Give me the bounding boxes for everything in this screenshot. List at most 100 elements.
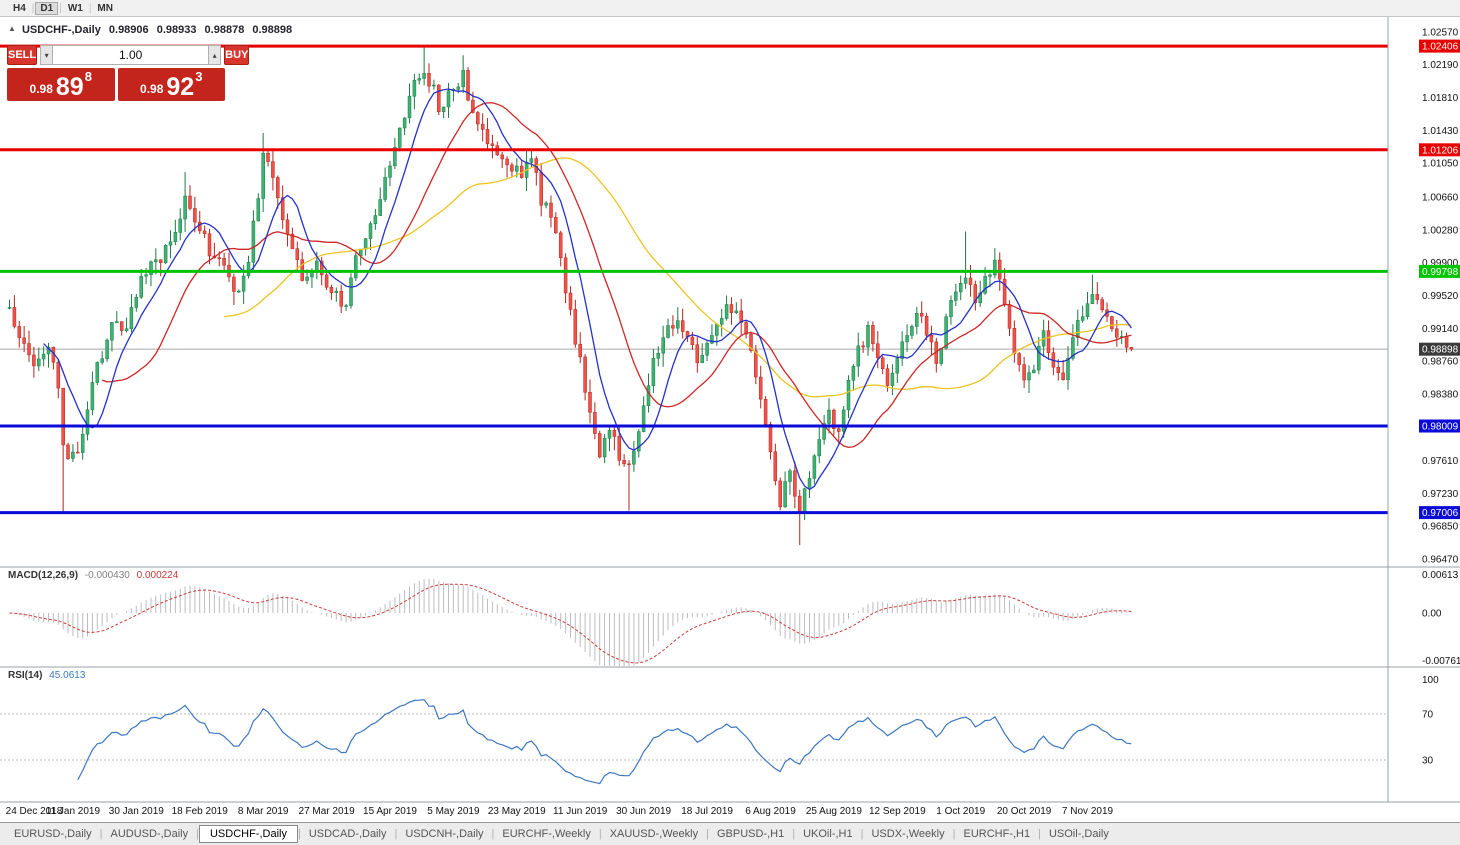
price-tick-label: 1.01050 xyxy=(1422,159,1459,170)
date-label: 23 May 2019 xyxy=(488,806,546,817)
date-label: 18 Feb 2019 xyxy=(172,806,229,817)
timeframe-button-h4[interactable]: H4 xyxy=(13,2,26,14)
moving-average-45 xyxy=(224,157,1132,398)
date-label: 6 Aug 2019 xyxy=(745,806,796,817)
price-tick-label: 0.98380 xyxy=(1422,389,1459,400)
chart-tab-usdx-weekly[interactable]: USDX-,Weekly xyxy=(871,828,945,840)
timeframe-button-w1[interactable]: W1 xyxy=(67,2,83,14)
macd-histogram xyxy=(13,578,1132,666)
sell-price-button[interactable]: 0.98 89 8 xyxy=(7,68,115,101)
price-tick-label: 1.01810 xyxy=(1422,93,1459,104)
price-tick-label: 0.99520 xyxy=(1422,291,1459,302)
price-tick-label: 1.01430 xyxy=(1422,126,1459,137)
date-label: 27 Mar 2019 xyxy=(299,806,356,817)
one-click-trading-panel: SELL ▾ ▴ BUY 0.98 89 8 0.98 92 3 xyxy=(7,45,250,101)
date-label: 8 Mar 2019 xyxy=(238,806,289,817)
volume-control: ▾ ▴ xyxy=(40,45,222,65)
chart-tab-usdchf-daily[interactable]: USDCHF-,Daily xyxy=(198,825,298,843)
timeframe-bar: H4 | D1 | W1 | MN xyxy=(8,1,118,15)
separator: | xyxy=(394,828,398,840)
buy-price-prefix: 0.98 xyxy=(140,82,164,97)
chart-open-value: 0.98906 xyxy=(108,24,149,36)
chart-tab-usdcad-daily[interactable]: USDCAD-,Daily xyxy=(308,828,387,840)
date-label: 25 Aug 2019 xyxy=(806,806,863,817)
buy-button[interactable]: BUY xyxy=(224,45,250,65)
buy-price-main: 92 xyxy=(166,72,195,101)
macd-panel-label: MACD(12,26,9) -0.000430 0.000224 xyxy=(8,570,178,581)
separator: | xyxy=(491,828,495,840)
sell-button[interactable]: SELL xyxy=(7,45,38,65)
price-tick-label: 0.96850 xyxy=(1422,522,1459,533)
rsi-tick-label: 30 xyxy=(1422,756,1434,767)
buy-price-button[interactable]: 0.98 92 3 xyxy=(117,68,225,101)
separator: | xyxy=(1038,828,1041,840)
price-tick-label: 0.97230 xyxy=(1422,489,1459,500)
rsi-panel-label: RSI(14) 45.0613 xyxy=(8,670,85,681)
chart-tab-ukoil-h1[interactable]: UKOil-,H1 xyxy=(803,828,853,840)
macd-signal-line xyxy=(9,583,1132,664)
chart-tab-eurchf-weekly[interactable]: EURCHF-,Weekly xyxy=(502,828,591,840)
date-label: 24 Dec 2018 xyxy=(6,806,63,817)
candle-series xyxy=(7,44,1134,546)
date-label: 20 Oct 2019 xyxy=(997,806,1052,817)
price-tag-label: 0.98898 xyxy=(1422,345,1459,356)
price-tick-label: 1.02190 xyxy=(1422,60,1459,71)
chart-tab-eurusd-daily[interactable]: EURUSD-,Daily xyxy=(14,828,92,840)
date-label: 11 Jan 2019 xyxy=(46,806,101,817)
sell-price-pip: 8 xyxy=(84,69,92,84)
volume-input[interactable] xyxy=(53,45,209,65)
rsi-value: 45.0613 xyxy=(49,670,86,681)
chart-tab-xauusd-weekly[interactable]: XAUUSD-,Weekly xyxy=(609,828,699,840)
date-label: 18 Jul 2019 xyxy=(681,806,733,817)
chart-tab-usoil-daily[interactable]: USOil-,Daily xyxy=(1048,828,1109,840)
date-label: 5 May 2019 xyxy=(427,806,480,817)
macd-tick-label: 0.00613 xyxy=(1422,570,1459,581)
price-tick-label: 0.98760 xyxy=(1422,357,1459,368)
oneclick-toggle-icon[interactable]: ▲ xyxy=(8,24,16,33)
chart-high-value: 0.98933 xyxy=(156,24,197,36)
chart-canvas[interactable]: 1.02570 1.02190 1.01810 1.01430 1.01050 1.006… xyxy=(0,17,1460,822)
separator: | xyxy=(59,2,62,14)
chart-tab-eurchf-h1[interactable]: EURCHF-,H1 xyxy=(963,828,1031,840)
rsi-name: RSI(14) xyxy=(8,670,43,681)
separator: | xyxy=(792,828,796,840)
price-tag-label: 0.99798 xyxy=(1422,267,1459,278)
separator: | xyxy=(31,2,35,14)
sell-price-prefix: 0.98 xyxy=(29,82,53,97)
chart-symbol-period: USDCHF-,Daily xyxy=(21,24,101,36)
price-tag-label: 0.98009 xyxy=(1422,422,1459,433)
rsi-tick-label: 70 xyxy=(1422,710,1434,721)
chart-close-value: 0.98898 xyxy=(252,24,293,36)
macd-signal-value: 0.000224 xyxy=(136,570,179,581)
separator: | xyxy=(297,828,301,840)
timeframe-button-mn[interactable]: MN xyxy=(97,2,113,14)
macd-tick-label: -0.0076125 xyxy=(1422,656,1460,667)
macd-name: MACD(12,26,9) xyxy=(8,570,79,581)
macd-main-value: -0.000430 xyxy=(84,570,130,581)
chart-window: 1.02570 1.02190 1.01810 1.01430 1.01050 1.006… xyxy=(0,17,1460,822)
separator: | xyxy=(952,828,956,840)
price-tick-label: 0.97610 xyxy=(1422,456,1459,467)
timeframe-button-d1[interactable]: D1 xyxy=(35,1,59,15)
price-tick-label: 1.00280 xyxy=(1422,225,1459,236)
price-axis: 1.02570 1.02190 1.01810 1.01430 1.01050 1.006… xyxy=(1419,27,1460,767)
chart-tab-gbpusd-h1[interactable]: GBPUSD-,H1 xyxy=(716,828,785,840)
volume-increase-button[interactable]: ▴ xyxy=(208,45,222,65)
chart-tab-usdcnh-daily[interactable]: USDCNH-,Daily xyxy=(405,828,484,840)
separator: | xyxy=(706,828,709,840)
price-tick-label: 0.99900 xyxy=(1422,258,1459,269)
price-tag-label: 1.01206 xyxy=(1422,145,1459,156)
date-label: 1 Oct 2019 xyxy=(936,806,985,817)
chart-low-value: 0.98878 xyxy=(204,24,245,36)
price-tick-label: 1.00660 xyxy=(1422,192,1459,203)
rsi-line xyxy=(77,698,1132,785)
separator: | xyxy=(88,2,92,14)
chart-tab-audusd-daily[interactable]: AUDUSD-,Daily xyxy=(110,828,189,840)
moving-average-8 xyxy=(43,88,1132,491)
price-tag-label: 1.02406 xyxy=(1422,42,1459,53)
separator: | xyxy=(860,828,864,840)
volume-decrease-button[interactable]: ▾ xyxy=(40,45,54,65)
date-label: 30 Jun 2019 xyxy=(616,806,671,817)
price-tick-label: 0.99140 xyxy=(1422,324,1459,335)
